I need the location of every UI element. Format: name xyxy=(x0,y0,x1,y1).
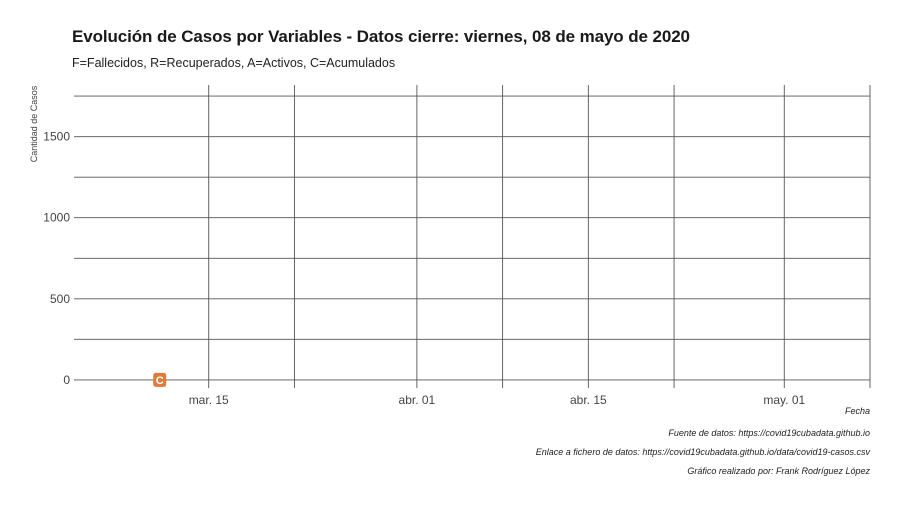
data-points: C xyxy=(153,372,167,387)
x-tick-label: mar. 15 xyxy=(189,393,229,407)
x-tick-label: abr. 15 xyxy=(570,393,607,407)
source-caption: Fuente de datos: https://covid19cubadata… xyxy=(668,428,870,438)
data-point-label: C xyxy=(156,375,164,387)
data-point: C xyxy=(153,372,167,387)
gridlines xyxy=(74,85,871,388)
y-tick-label: 0 xyxy=(63,373,70,387)
y-tick-label: 1500 xyxy=(43,130,70,144)
chart-subtitle: F=Fallecidos, R=Recuperados, A=Activos, … xyxy=(72,56,396,70)
y-tick-label: 1000 xyxy=(43,211,70,225)
author-caption: Gráfico realizado por: Frank Rodríguez L… xyxy=(687,466,870,476)
data-link-caption: Enlace a fichero de datos: https://covid… xyxy=(535,447,870,457)
x-axis-title: Fecha xyxy=(844,406,870,416)
x-tick-label: abr. 01 xyxy=(399,393,436,407)
y-tick-label: 500 xyxy=(50,292,70,306)
y-tick-labels: 0 500 1000 1500 xyxy=(43,130,70,387)
x-tick-label: may. 01 xyxy=(763,393,805,407)
y-axis-title: Cantidad de Casos xyxy=(29,85,39,162)
chart-title: Evolución de Casos por Variables - Datos… xyxy=(72,27,690,46)
x-tick-labels: mar. 15 abr. 01 abr. 15 may. 01 xyxy=(189,393,806,407)
data-point-box xyxy=(153,372,167,387)
